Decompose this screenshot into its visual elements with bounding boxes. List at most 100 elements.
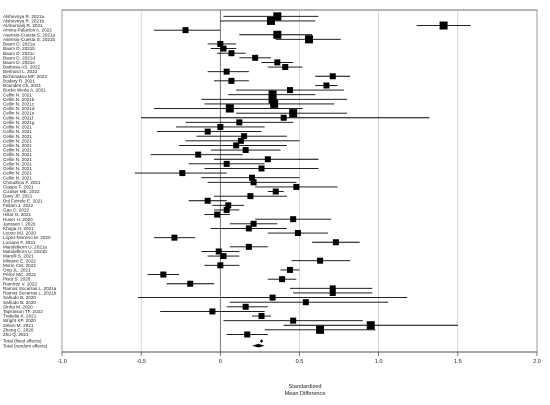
study-label: Tapsinson TF. 2022 [3,309,43,314]
study-label: Cellin N. 2021 [3,138,32,143]
point-estimate [204,197,211,204]
study-label: Gao C. 2022 [3,208,29,213]
summary-label: Total (fixed effects) [3,339,42,344]
point-estimate [244,331,251,338]
point-estimate [269,294,276,301]
study-label: Cellin N. 2021 [3,134,32,139]
x-tick-label: -0.5 [136,359,146,365]
study-label: Janssen I. 2020 [3,221,36,226]
point-estimate [273,30,282,39]
study-label: Bucke Weda A. 2021 [3,88,46,93]
study-label: Mandelkorn U. 2021a [3,244,47,249]
x-tick-label: 2.0 [533,359,541,365]
x-axis: -1.0 -0.5 0 0.5 1.0 1.5 2.0 [57,351,541,365]
study-label: Wright KP. 2020 [3,318,36,323]
point-estimate [179,170,186,177]
study-label: AlAbumarij R. 2021 [3,23,43,28]
point-estimate [223,160,230,167]
point-estimate [245,243,252,250]
point-estimate [217,123,224,130]
study-label: Mandelkorn U. 2021b [3,249,47,254]
study-label: Alshevnya R. 2021b [3,19,45,24]
study-label: Cellin N. 2021 [3,166,32,171]
point-estimate [280,114,287,121]
point-estimate [294,230,301,237]
study-label: Bichenakov MF. 2023 [3,74,47,79]
study-label: Cellin N. 2021b [3,97,35,102]
study-label: Sinha M. 2020 [3,304,33,309]
study-label: Zhu Q. 2021 [3,332,29,337]
study-label: Pisot S. 2020 [3,277,31,282]
study-label: Cellin N. 2021 [3,92,32,97]
point-estimate [220,253,227,260]
study-label: Barbosa AS. 2022 [3,65,40,70]
study-label: Ong JL. 2021 [3,268,31,273]
study-label: Cellin N. 2021 [3,148,32,153]
point-estimate [215,248,222,255]
point-estimate [160,271,167,278]
study-label: Sañudo B. 2020 [3,300,36,305]
point-estimate [247,193,254,200]
x-tick-label: 0.5 [296,359,304,365]
point-estimate [317,257,324,264]
study-label: Cellin N. 2021d [3,106,35,111]
point-estimate [209,308,216,315]
study-label: Zeleni M. 2021 [3,323,34,328]
study-label: Cellin N. 2021 [3,152,32,157]
point-estimate [264,156,271,163]
study-label: Cellin N. 2021f [3,115,34,120]
study-label: Marelli S. 2021 [3,254,34,259]
point-estimate [187,280,194,287]
study-label: Baum D. 2021e [3,60,35,65]
study-label: Cellin N. 2021 [3,143,32,148]
study-label: López-Moreno M. 2020 [3,235,51,240]
point-estimate [279,276,286,283]
point-estimate [250,179,257,186]
point-estimate [329,285,336,292]
point-estimate [323,82,330,89]
study-label: Hillar G. 2021 [3,212,32,217]
point-estimate [242,147,249,154]
study-label: Trabelsi K. 2021 [3,314,37,319]
point-estimate [287,266,293,273]
point-estimate [217,262,224,269]
point-estimate [236,119,243,126]
point-estimate [268,90,277,99]
point-estimate [241,133,248,140]
study-label: Luciano F. 2021 [3,240,36,245]
study-label: Bodary R. 2021 [3,78,35,83]
study-label: Baum D. 2021a [3,42,35,47]
point-estimate [302,299,309,306]
study-label: Bertrand L. 2022 [3,69,38,74]
x-tick-label: -1.0 [57,359,67,365]
point-estimate [273,12,282,21]
study-label: Leone MJ. 2020 [3,231,36,236]
x-tick-label: 0 [219,359,222,365]
x-axis-title-line2: Mean Difference [285,391,326,397]
study-label: Dol Ferrele E. 2021 [3,198,43,203]
point-estimate [245,225,252,232]
point-estimate [217,40,224,47]
study-label: Baum D. 2021b [3,46,35,51]
point-estimate [195,151,202,158]
study-label: Cellin N. 2021c [3,102,35,107]
point-estimate [258,313,265,320]
study-label: Cellin N. 2021 [3,171,32,176]
point-estimate [214,211,221,218]
study-label: Pérez MC. 2021 [3,272,37,277]
study-label: Asensio-Cuesta S. 2021b [3,37,56,42]
summary-label: Total (random effects) [3,343,48,348]
point-estimate [329,73,336,80]
summary-diamond [252,343,265,348]
point-estimate [233,142,240,149]
study-label: Mlinaric E. 2022 [3,258,36,263]
summary-diamond [259,339,264,343]
study-label: Fellam J. 2022 [3,203,34,208]
point-estimate [329,289,336,296]
x-axis-title-line1: Standardized [289,384,322,390]
point-estimate [274,59,281,66]
point-estimate [237,137,244,144]
point-estimate [267,16,275,25]
